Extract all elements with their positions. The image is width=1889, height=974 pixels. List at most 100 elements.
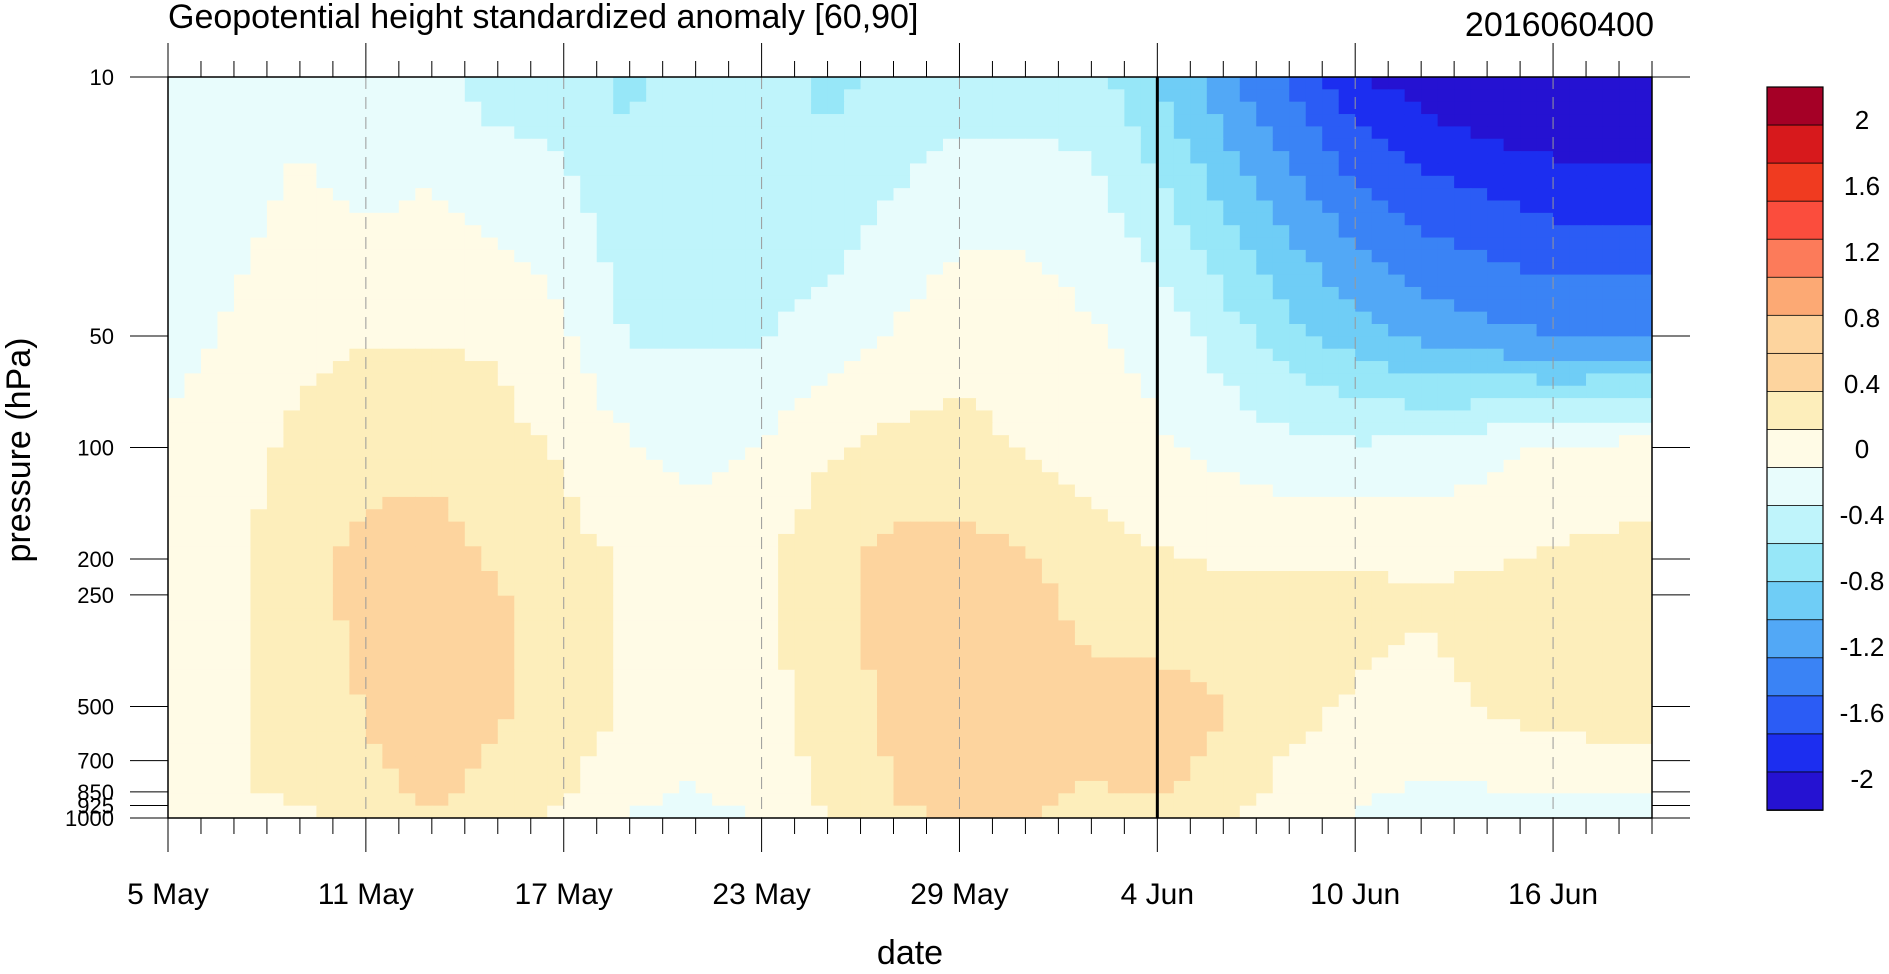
- heatmap-cell: [184, 546, 202, 560]
- heatmap-cell: [1239, 595, 1257, 609]
- heatmap-cell: [547, 188, 565, 202]
- heatmap-cell: [992, 583, 1010, 597]
- heatmap-cell: [1586, 225, 1604, 239]
- heatmap-cell: [646, 262, 664, 276]
- heatmap-cell: [448, 645, 466, 659]
- heatmap-cell: [1041, 719, 1059, 733]
- heatmap-cell: [1074, 422, 1092, 436]
- heatmap-cell: [200, 175, 219, 189]
- heatmap-cell: [365, 472, 383, 486]
- heatmap-cell: [1289, 645, 1307, 659]
- heatmap-cell: [563, 558, 581, 572]
- heatmap-cell: [778, 571, 796, 584]
- heatmap-cell: [316, 77, 334, 90]
- heatmap-cell: [1503, 608, 1521, 621]
- heatmap-cell: [860, 422, 878, 436]
- heatmap-cell: [1586, 583, 1604, 597]
- heatmap-cell: [1206, 188, 1224, 202]
- heatmap-cell: [1074, 336, 1092, 350]
- heatmap-cell: [695, 435, 713, 449]
- heatmap-cell: [761, 546, 779, 560]
- heatmap-cell: [1157, 361, 1175, 374]
- heatmap-cell: [1008, 348, 1027, 362]
- heatmap-cell: [514, 237, 532, 251]
- heatmap-cell: [1140, 237, 1158, 251]
- heatmap-cell: [497, 237, 515, 251]
- heatmap-cell: [613, 151, 631, 165]
- heatmap-cell: [679, 509, 697, 523]
- heatmap-cell: [1107, 472, 1125, 486]
- heatmap-cell: [1437, 447, 1455, 461]
- heatmap-cell: [1107, 719, 1125, 733]
- heatmap-cell: [1454, 669, 1472, 683]
- heatmap-cell: [959, 533, 977, 547]
- heatmap-cell: [349, 731, 367, 745]
- heatmap-cell: [1239, 546, 1257, 560]
- heatmap-cell: [530, 632, 548, 646]
- heatmap-cell: [1289, 546, 1307, 560]
- heatmap-cell: [926, 546, 944, 560]
- heatmap-cell: [1124, 657, 1142, 671]
- heatmap-cell: [1421, 743, 1439, 757]
- heatmap-cell: [811, 595, 829, 609]
- heatmap-cell: [382, 200, 400, 214]
- heatmap-cell: [778, 237, 796, 251]
- heatmap-cell: [1388, 472, 1406, 486]
- heatmap-cell: [910, 151, 928, 165]
- heatmap-cell: [1437, 410, 1455, 424]
- heatmap-cell: [1338, 101, 1356, 115]
- heatmap-cell: [415, 533, 433, 547]
- heatmap-cell: [1206, 632, 1224, 646]
- heatmap-cell: [1470, 694, 1488, 708]
- heatmap-cell: [745, 311, 763, 325]
- heatmap-cell: [992, 212, 1010, 226]
- heatmap-cell: [1503, 324, 1521, 337]
- heatmap-cell: [893, 114, 911, 127]
- heatmap-cell: [1553, 138, 1571, 152]
- heatmap-cell: [1602, 558, 1620, 572]
- heatmap-cell: [200, 743, 219, 757]
- heatmap-cell: [811, 126, 829, 140]
- heatmap-cell: [1602, 669, 1620, 683]
- heatmap-cell: [233, 361, 252, 374]
- heatmap-cell: [1404, 645, 1422, 659]
- heatmap-cell: [646, 373, 664, 387]
- heatmap-cell: [1025, 496, 1043, 510]
- heatmap-cell: [1256, 89, 1274, 103]
- heatmap-cell: [1025, 361, 1043, 374]
- heatmap-cell: [629, 484, 647, 498]
- heatmap-cell: [1206, 422, 1224, 436]
- heatmap-cell: [349, 262, 367, 276]
- heatmap-cell: [168, 682, 186, 696]
- heatmap-cell: [1355, 89, 1373, 103]
- heatmap-cell: [563, 126, 581, 140]
- heatmap-cell: [448, 509, 466, 523]
- heatmap-cell: [1503, 435, 1521, 449]
- heatmap-cell: [778, 200, 796, 214]
- heatmap-cell: [1140, 447, 1158, 461]
- heatmap-cell: [1008, 496, 1027, 510]
- heatmap-cell: [1338, 225, 1356, 239]
- heatmap-cell: [1223, 163, 1241, 177]
- heatmap-cell: [1223, 669, 1241, 683]
- heatmap-cell: [530, 682, 548, 696]
- heatmap-cell: [1223, 743, 1241, 757]
- heatmap-cell: [695, 546, 713, 560]
- heatmap-cell: [662, 583, 680, 597]
- heatmap-cell: [1256, 645, 1274, 659]
- heatmap-cell: [250, 546, 268, 560]
- heatmap-cell: [893, 719, 911, 733]
- heatmap-cell: [712, 459, 730, 473]
- heatmap-cell: [1553, 546, 1571, 560]
- heatmap-cell: [299, 731, 317, 745]
- heatmap-cell: [1305, 274, 1323, 288]
- heatmap-cell: [1305, 348, 1323, 362]
- heatmap-cell: [1289, 348, 1307, 362]
- heatmap-cell: [1157, 422, 1175, 436]
- heatmap-cell: [827, 521, 845, 535]
- heatmap-cell: [827, 669, 845, 683]
- heatmap-cell: [332, 212, 350, 226]
- heatmap-cell: [1256, 583, 1274, 597]
- heatmap-cell: [415, 459, 433, 473]
- heatmap-cell: [217, 410, 235, 424]
